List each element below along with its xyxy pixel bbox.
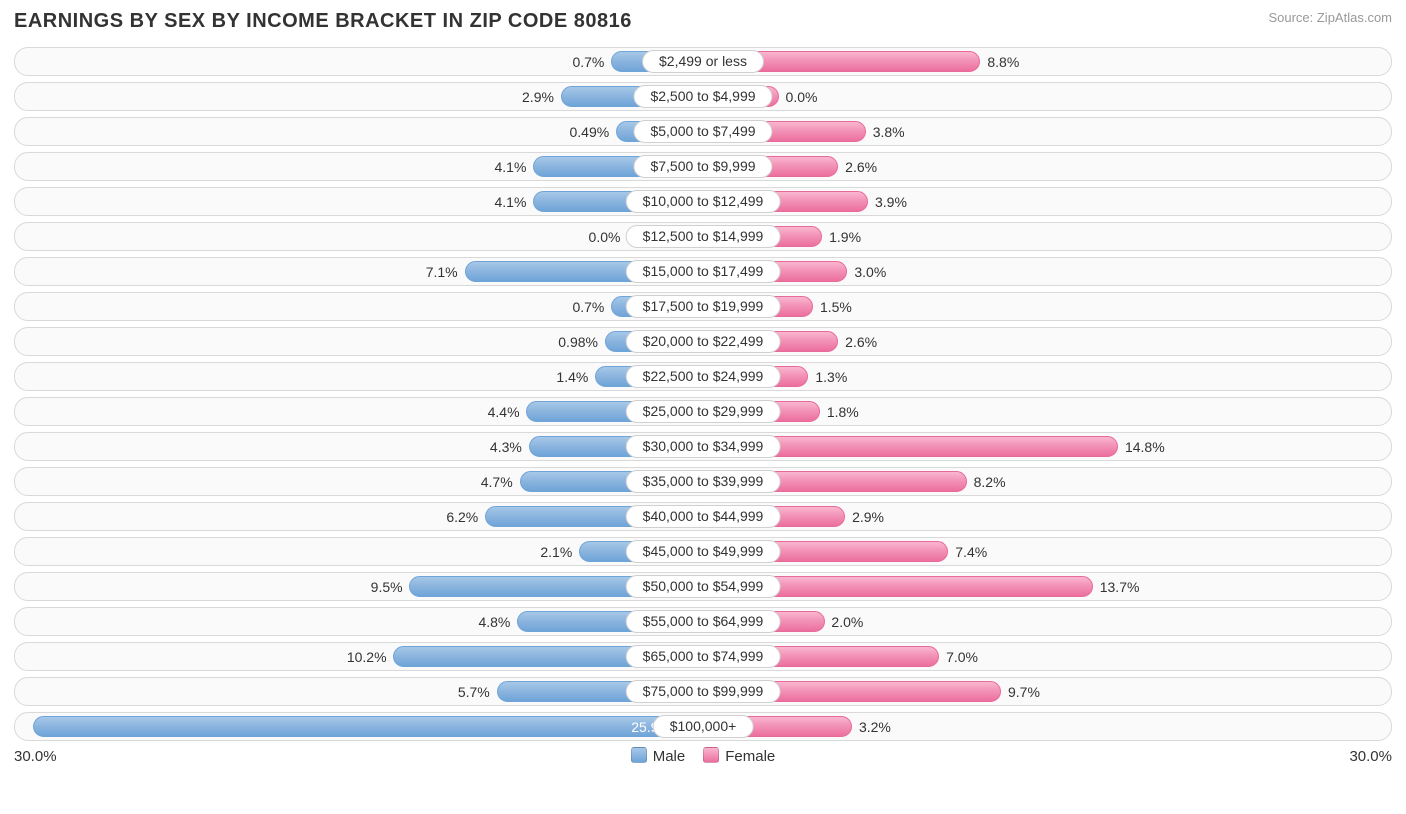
male-value: 6.2% <box>446 503 478 530</box>
bracket-label: $2,500 to $4,999 <box>633 85 772 108</box>
bar-row: 4.7% 8.2% $35,000 to $39,999 <box>14 467 1392 496</box>
bar-row: 0.7% 8.8% $2,499 or less <box>14 47 1392 76</box>
female-value: 3.8% <box>873 118 905 145</box>
chart-footer: 30.0% Male Female 30.0% <box>14 747 1392 765</box>
bracket-label: $10,000 to $12,499 <box>626 190 781 213</box>
bracket-label: $12,500 to $14,999 <box>626 225 781 248</box>
female-value: 1.5% <box>820 293 852 320</box>
chart-source: Source: ZipAtlas.com <box>1268 10 1392 25</box>
bar-row: 4.8% 2.0% $55,000 to $64,999 <box>14 607 1392 636</box>
legend-female: Female <box>703 747 775 765</box>
female-value: 1.9% <box>829 223 861 250</box>
bar-row: 1.4% 1.3% $22,500 to $24,999 <box>14 362 1392 391</box>
bracket-label: $22,500 to $24,999 <box>626 365 781 388</box>
male-value: 9.5% <box>371 573 403 600</box>
bar-row: 25.9%3.2%$100,000+ <box>14 712 1392 741</box>
bracket-label: $40,000 to $44,999 <box>626 505 781 528</box>
male-value: 4.7% <box>481 468 513 495</box>
female-value: 2.6% <box>845 153 877 180</box>
bracket-label: $25,000 to $29,999 <box>626 400 781 423</box>
male-value: 4.1% <box>495 153 527 180</box>
bracket-label: $50,000 to $54,999 <box>626 575 781 598</box>
bracket-label: $2,499 or less <box>642 50 764 73</box>
chart-legend: Male Female <box>631 747 776 765</box>
male-value: 4.8% <box>478 608 510 635</box>
male-value: 0.7% <box>572 48 604 75</box>
male-value: 0.7% <box>572 293 604 320</box>
female-value: 1.8% <box>827 398 859 425</box>
female-swatch-icon <box>703 747 719 763</box>
bar-row: 0.98% 2.6% $20,000 to $22,499 <box>14 327 1392 356</box>
male-value: 4.4% <box>488 398 520 425</box>
female-value: 14.8% <box>1125 433 1165 460</box>
male-value: 1.4% <box>556 363 588 390</box>
male-value: 2.1% <box>540 538 572 565</box>
male-value: 0.49% <box>570 118 610 145</box>
chart-header: EARNINGS BY SEX BY INCOME BRACKET IN ZIP… <box>14 10 1392 33</box>
bracket-label: $65,000 to $74,999 <box>626 645 781 668</box>
bracket-label: $75,000 to $99,999 <box>626 680 781 703</box>
female-value: 2.6% <box>845 328 877 355</box>
bar-row: 4.1% 3.9% $10,000 to $12,499 <box>14 187 1392 216</box>
female-value: 13.7% <box>1100 573 1140 600</box>
male-swatch-icon <box>631 747 647 763</box>
bar-row: 0.0% 1.9% $12,500 to $14,999 <box>14 222 1392 251</box>
male-value: 4.3% <box>490 433 522 460</box>
female-value: 3.2% <box>859 713 891 740</box>
bar-row: 4.3% 14.8% $30,000 to $34,999 <box>14 432 1392 461</box>
male-value: 4.1% <box>495 188 527 215</box>
bar-row: 6.2% 2.9% $40,000 to $44,999 <box>14 502 1392 531</box>
female-value: 2.9% <box>852 503 884 530</box>
axis-max-left: 30.0% <box>14 748 57 765</box>
bar-row: 5.7% 9.7% $75,000 to $99,999 <box>14 677 1392 706</box>
bracket-label: $45,000 to $49,999 <box>626 540 781 563</box>
male-value: 0.0% <box>589 223 621 250</box>
female-value: 8.2% <box>974 468 1006 495</box>
bracket-label: $55,000 to $64,999 <box>626 610 781 633</box>
chart-title: EARNINGS BY SEX BY INCOME BRACKET IN ZIP… <box>14 10 632 33</box>
bar-row: 4.1% 2.6% $7,500 to $9,999 <box>14 152 1392 181</box>
bar-row: 2.1% 7.4% $45,000 to $49,999 <box>14 537 1392 566</box>
bar-row: 2.9% 0.0% $2,500 to $4,999 <box>14 82 1392 111</box>
bar-row: 10.2% 7.0% $65,000 to $74,999 <box>14 642 1392 671</box>
female-value: 2.0% <box>831 608 863 635</box>
bracket-label: $20,000 to $22,499 <box>626 330 781 353</box>
male-value: 5.7% <box>458 678 490 705</box>
bar-row: 4.4% 1.8% $25,000 to $29,999 <box>14 397 1392 426</box>
male-value: 10.2% <box>347 643 387 670</box>
bar-row: 7.1% 3.0% $15,000 to $17,499 <box>14 257 1392 286</box>
female-value: 9.7% <box>1008 678 1040 705</box>
legend-female-label: Female <box>725 748 775 765</box>
bracket-label: $15,000 to $17,499 <box>626 260 781 283</box>
axis-max-right: 30.0% <box>1349 748 1392 765</box>
bar-row: 0.49% 3.8% $5,000 to $7,499 <box>14 117 1392 146</box>
diverging-bar-chart: 0.7% 8.8% $2,499 or less 2.9% 0.0% $2,500 to … <box>14 47 1392 741</box>
female-value: 1.3% <box>815 363 847 390</box>
bracket-label: $5,000 to $7,499 <box>633 120 772 143</box>
bracket-label: $7,500 to $9,999 <box>633 155 772 178</box>
bracket-label: $100,000+ <box>653 715 754 738</box>
legend-male: Male <box>631 747 686 765</box>
legend-male-label: Male <box>653 748 686 765</box>
bar-row: 9.5% 13.7% $50,000 to $54,999 <box>14 572 1392 601</box>
female-value: 3.0% <box>854 258 886 285</box>
bar-row: 0.7% 1.5% $17,500 to $19,999 <box>14 292 1392 321</box>
bracket-label: $35,000 to $39,999 <box>626 470 781 493</box>
male-value: 0.98% <box>558 328 598 355</box>
male-bar <box>33 716 703 737</box>
female-value: 3.9% <box>875 188 907 215</box>
bracket-label: $30,000 to $34,999 <box>626 435 781 458</box>
bracket-label: $17,500 to $19,999 <box>626 295 781 318</box>
female-value: 0.0% <box>786 83 818 110</box>
female-value: 7.4% <box>955 538 987 565</box>
male-value: 2.9% <box>522 83 554 110</box>
female-value: 8.8% <box>987 48 1019 75</box>
male-value: 7.1% <box>426 258 458 285</box>
female-value: 7.0% <box>946 643 978 670</box>
